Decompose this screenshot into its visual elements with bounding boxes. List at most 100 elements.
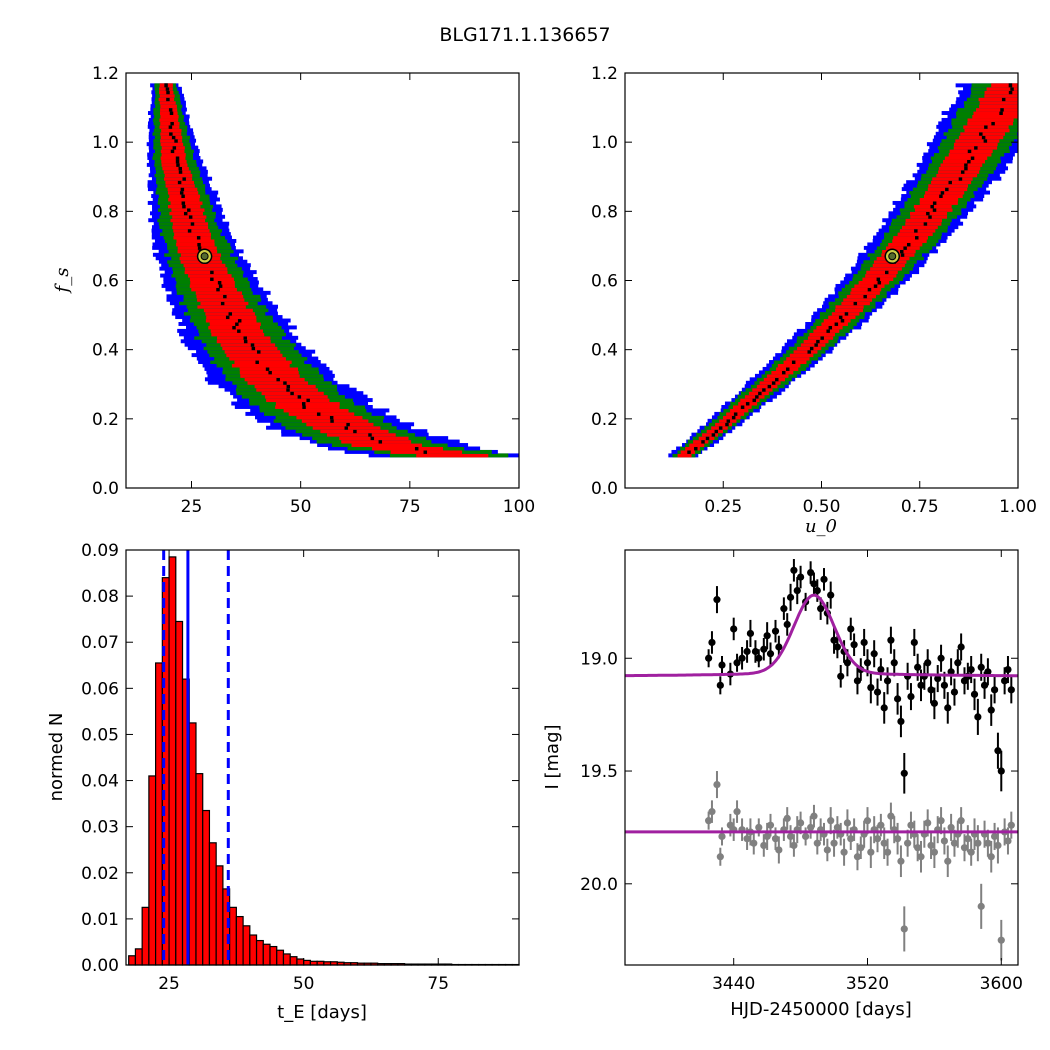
heatmap-cell — [932, 207, 937, 212]
y-tick-label: 0.8 — [92, 202, 119, 222]
data-point — [974, 713, 982, 721]
heatmap-cell — [685, 446, 700, 451]
heatmap-cell — [905, 221, 942, 226]
data-point — [807, 823, 815, 832]
data-point — [960, 844, 969, 852]
heatmap-cell — [177, 180, 182, 185]
histogram-bar — [134, 948, 143, 966]
data-point — [1004, 837, 1012, 845]
heatmap-cell — [182, 204, 186, 209]
heatmap-cell — [793, 349, 818, 354]
heatmap-cell — [187, 207, 191, 212]
data-point — [1007, 821, 1015, 829]
data-point — [775, 643, 783, 651]
heatmap-cell — [940, 162, 983, 167]
heatmap-cell — [181, 194, 185, 198]
best-fit-marker — [196, 248, 213, 265]
heatmap-cell — [159, 100, 176, 105]
data-point — [766, 650, 775, 658]
y-tick-label: 0.2 — [591, 410, 618, 430]
data-point — [944, 704, 952, 712]
data-point — [733, 659, 741, 667]
heatmap-cell — [283, 380, 287, 385]
heatmap-cell — [175, 159, 180, 164]
heatmap-cell — [755, 394, 759, 399]
heatmap-cell — [416, 453, 489, 458]
heatmap-cell — [714, 429, 719, 434]
heatmap-cell — [174, 232, 211, 237]
y-tick-label: 1.2 — [92, 64, 119, 84]
heatmap-cell — [171, 135, 176, 140]
heatmap-cell — [809, 332, 835, 337]
heatmap-cell — [942, 159, 985, 164]
y-tick-label: 0.0 — [591, 479, 618, 499]
data-point — [783, 814, 791, 822]
data-point — [877, 665, 885, 674]
data-point — [927, 686, 935, 694]
heatmap-cell — [803, 339, 829, 344]
heatmap-cell — [948, 152, 992, 157]
data-point — [893, 695, 902, 703]
heatmap-cell — [872, 263, 905, 268]
data-point — [796, 819, 805, 827]
x-tick-label: 3600 — [980, 974, 1023, 994]
heatmap-cell — [953, 142, 998, 147]
heatmap-cell — [173, 235, 211, 240]
heatmap-cell — [286, 387, 290, 392]
data-point — [887, 812, 895, 820]
histogram-bar — [208, 842, 217, 966]
data-point — [830, 636, 838, 644]
data-point — [950, 839, 959, 847]
heatmap-cell — [196, 294, 244, 299]
data-point — [771, 627, 780, 635]
model-curve — [625, 593, 1018, 678]
histogram-bar — [235, 915, 244, 966]
heatmap-cell — [220, 342, 276, 347]
data-point — [718, 661, 726, 669]
heatmap-cell — [170, 149, 175, 154]
data-point — [917, 853, 925, 861]
data-point — [970, 690, 979, 698]
heatmap-cell — [897, 232, 933, 237]
heatmap-cell — [800, 342, 826, 347]
data-point — [733, 808, 741, 816]
heatmap-cell — [196, 235, 201, 240]
heatmap-cell — [814, 342, 818, 347]
heatmap-cell — [955, 138, 1000, 143]
heatmap-cell — [960, 131, 1005, 136]
heatmap-cell — [840, 318, 845, 323]
heatmap-cell — [786, 366, 790, 371]
y-tick-label: 0.02 — [81, 864, 119, 884]
plot-frame — [125, 549, 520, 966]
heatmap-cell — [854, 283, 885, 288]
data-point — [887, 636, 895, 644]
heatmap-cell — [228, 311, 233, 316]
data-point — [705, 654, 713, 662]
heatmap-cell — [268, 370, 272, 375]
heatmap-cell — [733, 411, 738, 416]
heatmap-cell — [172, 145, 177, 150]
heatmap-cell — [174, 138, 178, 143]
x-tick-label: 50 — [290, 497, 312, 517]
data-point — [746, 629, 755, 638]
data-point — [840, 848, 848, 856]
heatmap-cell — [939, 194, 943, 198]
heatmap-cell — [216, 287, 220, 292]
heatmap-cell — [176, 242, 215, 247]
heatmap-cell — [970, 156, 975, 160]
data-point — [1007, 686, 1015, 694]
histogram-bar — [262, 943, 271, 966]
heatmap-cell — [229, 356, 286, 361]
heatmap-cell — [914, 228, 918, 233]
data-point — [997, 936, 1005, 944]
heatmap-cell — [718, 425, 723, 430]
data-point — [830, 839, 838, 847]
data-point — [944, 857, 952, 865]
heatmap-cell — [165, 86, 170, 91]
heatmap-cell — [978, 97, 1018, 102]
heatmap-cell — [286, 384, 291, 389]
x-tick-label: 25 — [158, 974, 180, 994]
data-point — [947, 668, 955, 676]
heatmap-cell — [899, 228, 936, 233]
